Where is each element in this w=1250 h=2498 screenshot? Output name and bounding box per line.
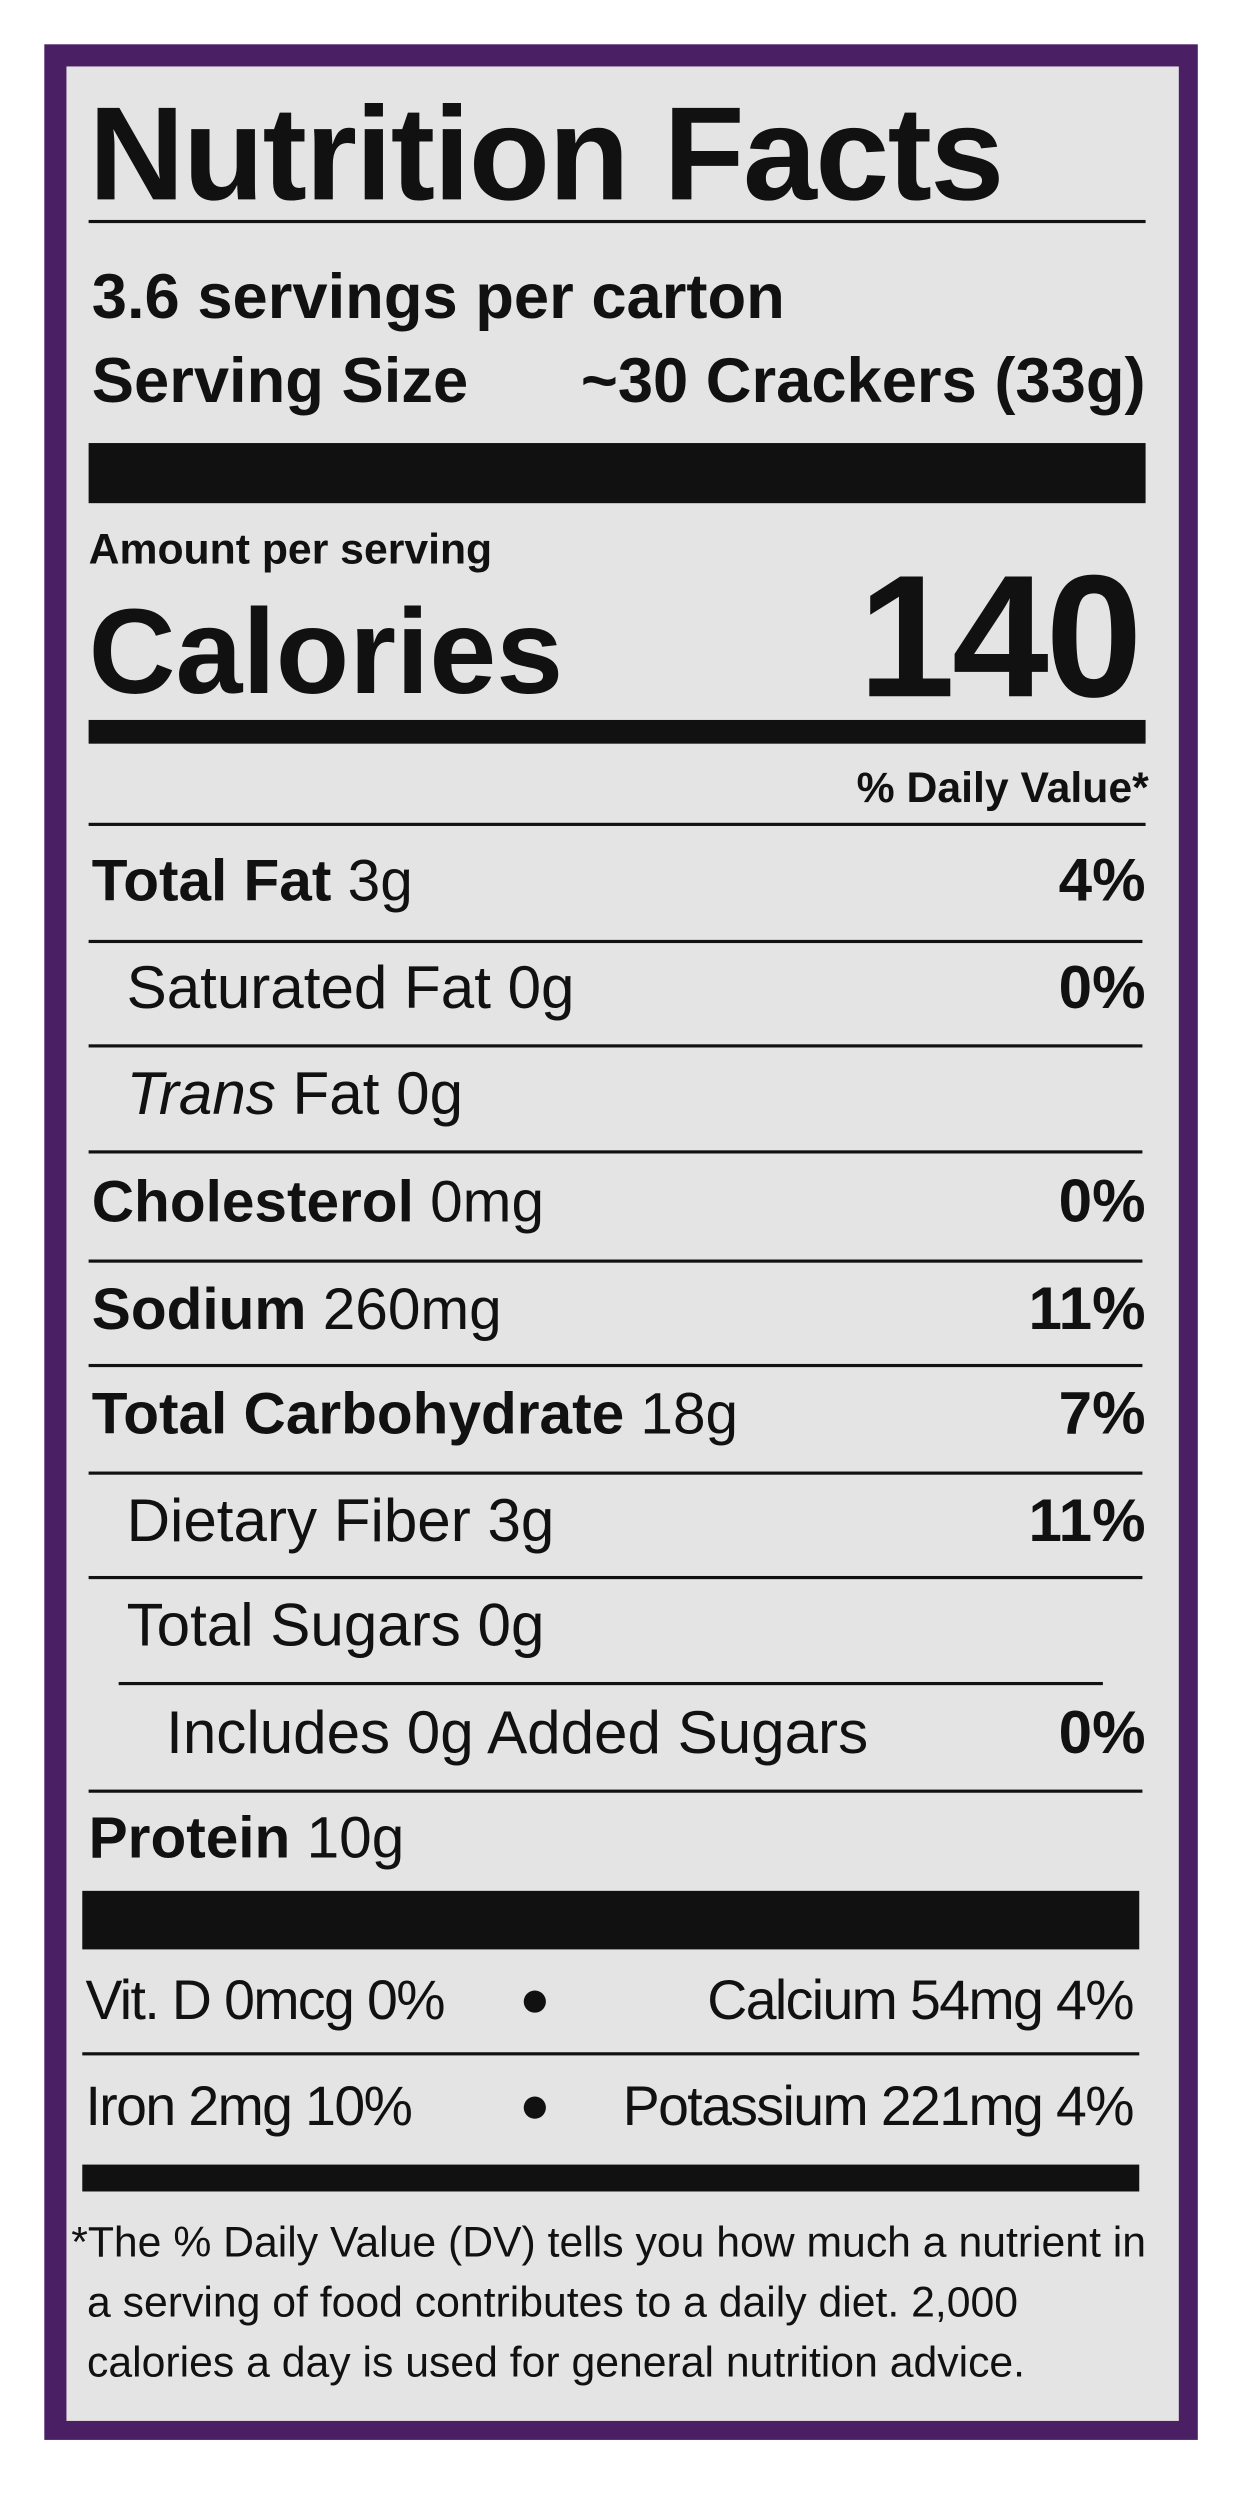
rule — [88, 1259, 1143, 1262]
nutrient-name: Sodium — [91, 1276, 307, 1342]
rule — [88, 822, 1146, 826]
rule — [88, 1150, 1143, 1153]
nutrient-amount: 260mg — [322, 1276, 502, 1342]
rule — [82, 2052, 1140, 2056]
nutrient-row: Total Sugars 0g — [127, 1589, 545, 1665]
nutrient-dv: 0% — [1058, 1168, 1146, 1235]
rule — [88, 1044, 1143, 1047]
nutrient-name: Total Sugars — [126, 1592, 461, 1660]
amount-per-serving: Amount per serving — [88, 524, 493, 573]
daily-value-header: % Daily Value* — [856, 763, 1149, 811]
rule — [88, 1471, 1143, 1474]
nutrient-row: Sodium 260mg — [92, 1272, 502, 1348]
bullet — [523, 1990, 546, 2013]
nutrient-amount: 10g — [306, 1805, 405, 1871]
nutrient-dv: 0% — [1058, 954, 1146, 1022]
nutrient-amount: Fat 0g — [292, 1060, 464, 1128]
vitamin: Potassium 221mg 4% — [622, 2075, 1135, 2138]
nutrient-name: Includes 0g Added Sugars — [166, 1700, 869, 1767]
nutrient-row: Cholesterol 0mg — [92, 1165, 544, 1241]
vitamin: Calcium 54mg 4% — [707, 1969, 1134, 2032]
nutrient-name: Protein — [88, 1805, 291, 1871]
thick-bar — [82, 2164, 1140, 2192]
vitamin: Vit. D 0mcg 0% — [85, 1969, 445, 2032]
nutrient-row: Saturated Fat 0g — [127, 951, 575, 1027]
nutrient-amount: 3g — [347, 848, 413, 913]
serving-size-value: ~30 Crackers (33g) — [580, 345, 1146, 416]
footnote-line: *The % Daily Value (DV) tells you how mu… — [71, 2217, 1147, 2266]
nutrient-name: Total Carbohydrate — [91, 1381, 625, 1447]
rule — [88, 219, 1146, 224]
rule — [118, 1681, 1103, 1685]
thick-bar — [88, 719, 1146, 744]
rule — [88, 1363, 1143, 1367]
calories-value: 140 — [858, 538, 1142, 734]
nutrient-name: Trans — [126, 1060, 276, 1128]
panel — [66, 66, 1179, 2421]
nutrient-row: Includes 0g Added Sugars — [166, 1696, 868, 1772]
bullet — [523, 2096, 546, 2119]
rule — [88, 1789, 1143, 1792]
nutrient-name: Cholesterol — [91, 1169, 414, 1235]
nutrient-amount: 3g — [487, 1488, 555, 1555]
rule — [88, 1575, 1143, 1579]
thick-bar — [88, 443, 1146, 504]
nutrient-dv: 0% — [1058, 1700, 1146, 1767]
thick-bar — [82, 1890, 1140, 1950]
nutrient-row: Total Fat 3g — [92, 843, 413, 919]
nutrient-dv: 11% — [1028, 1488, 1146, 1555]
vitamin: Iron 2mg 10% — [85, 2075, 412, 2138]
title: Nutrition Facts — [88, 78, 1005, 228]
nutrient-name: Total Fat — [91, 848, 332, 913]
nutrient-name: Dietary Fiber — [126, 1488, 471, 1555]
footnote-line: calories a day is used for general nutri… — [87, 2337, 1026, 2386]
nutrient-row: Trans Fat 0g — [127, 1057, 463, 1133]
nutrient-amount: 18g — [640, 1381, 739, 1447]
serving-size-label: Serving Size — [91, 345, 469, 416]
nutrient-amount: 0g — [507, 954, 575, 1022]
nutrient-dv: 7% — [1058, 1380, 1146, 1448]
nutrient-name: Saturated Fat — [126, 954, 491, 1022]
footnote-line: a serving of food contributes to a daily… — [87, 2277, 1019, 2326]
nutrient-amount: 0g — [477, 1592, 545, 1660]
nutrient-dv: 11% — [1028, 1276, 1146, 1343]
servings: 3.6 servings per carton — [91, 261, 785, 332]
nutrient-row: Protein 10g — [89, 1801, 405, 1877]
calories-label: Calories — [88, 584, 564, 720]
nutrient-row: Total Carbohydrate 18g — [92, 1377, 738, 1453]
nutrient-dv: 4% — [1058, 847, 1146, 914]
nutrient-row: Dietary Fiber 3g — [127, 1484, 555, 1560]
nutrient-amount: 0mg — [430, 1169, 545, 1235]
rule — [88, 939, 1143, 943]
